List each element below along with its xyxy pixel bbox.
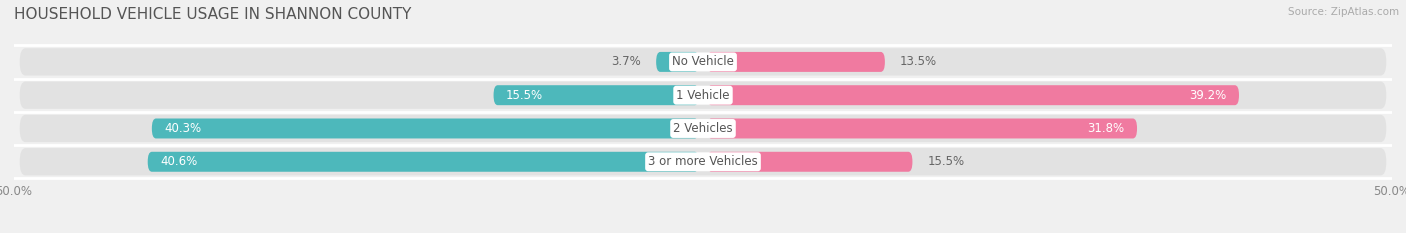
FancyBboxPatch shape — [148, 152, 699, 172]
Text: HOUSEHOLD VEHICLE USAGE IN SHANNON COUNTY: HOUSEHOLD VEHICLE USAGE IN SHANNON COUNT… — [14, 7, 412, 22]
FancyBboxPatch shape — [20, 48, 1386, 75]
Text: 31.8%: 31.8% — [1087, 122, 1125, 135]
FancyBboxPatch shape — [657, 52, 699, 72]
FancyBboxPatch shape — [707, 152, 912, 172]
FancyBboxPatch shape — [152, 119, 699, 138]
FancyBboxPatch shape — [707, 85, 1239, 105]
Text: 3 or more Vehicles: 3 or more Vehicles — [648, 155, 758, 168]
Text: 40.3%: 40.3% — [165, 122, 201, 135]
Text: No Vehicle: No Vehicle — [672, 55, 734, 69]
FancyBboxPatch shape — [20, 148, 1386, 175]
Text: 15.5%: 15.5% — [506, 89, 543, 102]
Text: 15.5%: 15.5% — [928, 155, 965, 168]
Text: 2 Vehicles: 2 Vehicles — [673, 122, 733, 135]
FancyBboxPatch shape — [707, 119, 1137, 138]
FancyBboxPatch shape — [20, 82, 1386, 109]
Text: 39.2%: 39.2% — [1189, 89, 1226, 102]
Text: Source: ZipAtlas.com: Source: ZipAtlas.com — [1288, 7, 1399, 17]
FancyBboxPatch shape — [20, 115, 1386, 142]
FancyBboxPatch shape — [707, 52, 884, 72]
Text: 13.5%: 13.5% — [900, 55, 938, 69]
FancyBboxPatch shape — [494, 85, 699, 105]
Text: 40.6%: 40.6% — [160, 155, 197, 168]
Text: 1 Vehicle: 1 Vehicle — [676, 89, 730, 102]
Text: 3.7%: 3.7% — [612, 55, 641, 69]
